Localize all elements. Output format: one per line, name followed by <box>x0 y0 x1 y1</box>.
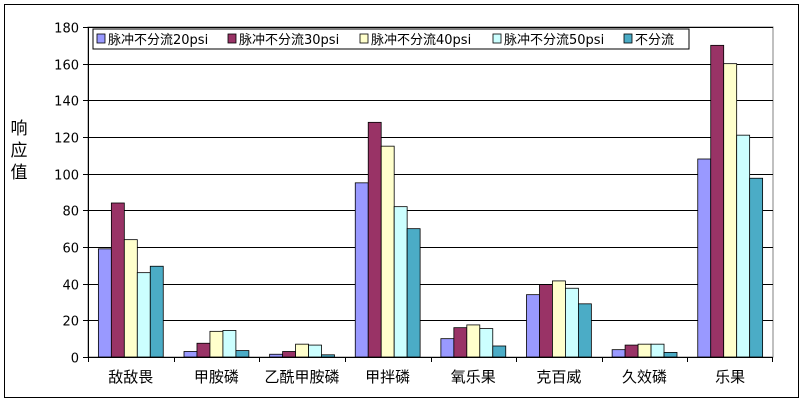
bar <box>196 342 211 358</box>
bar <box>697 158 712 358</box>
bar <box>282 351 296 358</box>
bar <box>123 239 138 358</box>
x-tick-label: 克百威 <box>536 368 581 386</box>
bar <box>710 44 725 358</box>
bar <box>492 345 507 358</box>
legend-label: 脉冲不分流40psi <box>371 33 471 48</box>
bar <box>749 177 764 358</box>
y-tick-label: 100 <box>54 169 79 184</box>
bar <box>321 354 335 358</box>
y-axis-title: 响应值 <box>8 118 30 184</box>
y-tick-label: 180 <box>54 22 79 37</box>
bar <box>526 294 540 358</box>
y-tick-label: 140 <box>54 95 79 110</box>
bar <box>663 352 678 358</box>
bar <box>650 343 665 358</box>
bar <box>183 351 198 358</box>
y-tick-label: 80 <box>62 205 79 220</box>
x-tick-label: 乙酰甲胺磷 <box>265 368 340 386</box>
x-tick-label: 氧乐果 <box>451 368 496 386</box>
legend-label: 脉冲不分流30psi <box>239 33 339 48</box>
legend-swatch <box>96 33 106 44</box>
y-tick-label: 40 <box>62 279 79 294</box>
legend-label: 脉冲不分流20psi <box>108 33 208 48</box>
legend-label: 脉冲不分流50psi <box>504 33 604 48</box>
bar <box>611 349 626 358</box>
legend: 脉冲不分流20psi 脉冲不分流30psi 脉冲不分流40psi 脉冲不分流50psi… <box>92 28 690 50</box>
bar <box>149 265 164 358</box>
bar <box>308 344 322 358</box>
bar <box>222 330 237 358</box>
bar <box>479 328 494 358</box>
legend-swatch <box>623 33 633 44</box>
bar <box>110 202 125 358</box>
bar <box>453 327 468 358</box>
x-tick-label: 甲拌磷 <box>365 368 410 386</box>
plot-area <box>87 26 774 358</box>
bar <box>354 182 369 358</box>
y-axis-title-char: 响 <box>10 119 28 139</box>
bar <box>637 343 652 358</box>
bar <box>393 206 408 358</box>
bar <box>736 134 751 358</box>
y-tick-label: 60 <box>62 242 79 257</box>
bar <box>209 330 224 358</box>
bar <box>235 350 250 358</box>
legend-box <box>92 28 690 50</box>
bar <box>624 344 639 358</box>
y-tick-label: 160 <box>54 59 79 74</box>
legend-swatch <box>359 33 369 44</box>
y-tick-label: 0 <box>71 352 79 367</box>
bar <box>466 324 481 358</box>
y-tick-label: 120 <box>54 132 79 147</box>
x-tick-label: 敌敌畏 <box>108 368 153 386</box>
bar <box>269 353 284 358</box>
x-tick-label: 乐果 <box>715 368 745 386</box>
bar <box>565 287 579 358</box>
legend-swatch <box>227 33 237 44</box>
x-tick-label: 甲胺磷 <box>194 368 239 386</box>
bar <box>577 303 592 358</box>
y-axis-title-char: 应 <box>10 141 28 161</box>
bar <box>406 228 421 358</box>
y-axis-title-char: 值 <box>10 163 28 183</box>
bar <box>440 338 455 358</box>
legend-swatch <box>492 33 502 44</box>
x-tick-label: 久效磷 <box>622 368 667 386</box>
bar <box>295 343 309 358</box>
y-tick-label: 20 <box>62 315 79 330</box>
bar <box>723 63 738 358</box>
legend-label: 不分流 <box>635 33 674 48</box>
bar <box>552 280 566 358</box>
bar <box>136 272 151 358</box>
bar <box>367 121 382 358</box>
bar <box>97 248 112 358</box>
bar <box>539 284 553 358</box>
bar <box>380 145 395 358</box>
